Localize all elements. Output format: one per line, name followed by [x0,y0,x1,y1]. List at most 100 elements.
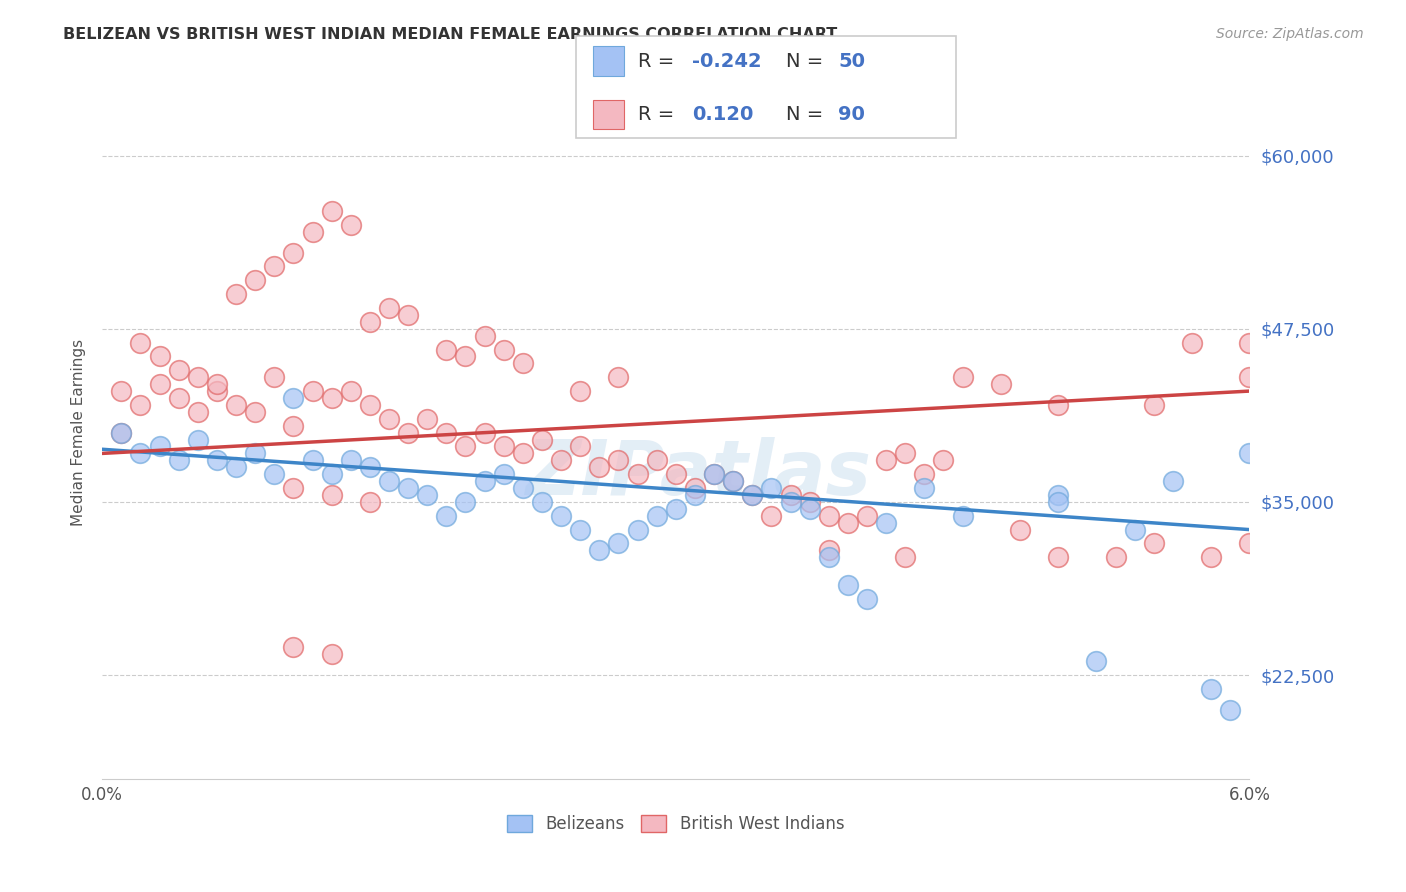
Point [588,460,610,475]
Point [187,433,209,447]
Point [110,425,132,440]
Point [932,453,955,467]
Point [243,446,266,460]
Point [339,384,361,398]
Point [1085,654,1108,668]
Point [187,370,209,384]
Point [703,467,725,482]
Point [301,384,323,398]
Point [817,508,839,523]
Point [894,446,917,460]
Point [454,350,477,364]
Point [396,425,419,440]
Point [321,488,343,502]
Point [626,467,648,482]
Point [416,488,439,502]
Point [779,488,801,502]
Point [703,467,725,482]
Text: R =: R = [638,105,681,124]
Point [626,523,648,537]
Point [129,446,152,460]
Point [339,453,361,467]
Point [837,516,859,530]
Point [1199,550,1222,565]
Point [665,501,688,516]
Text: N =: N = [786,105,830,124]
Point [129,335,152,350]
Point [1239,536,1261,550]
Point [512,481,534,495]
Point [683,488,706,502]
Point [779,495,801,509]
Legend: Belizeans, British West Indians: Belizeans, British West Indians [508,814,845,833]
Point [1047,550,1070,565]
Point [1334,523,1357,537]
Point [205,377,228,392]
Point [875,516,897,530]
Point [225,398,247,412]
Point [550,453,572,467]
Point [721,474,744,488]
Point [283,418,305,433]
Point [645,453,668,467]
Point [110,384,132,398]
Text: Source: ZipAtlas.com: Source: ZipAtlas.com [1216,27,1364,41]
Point [243,273,266,287]
Point [225,460,247,475]
Point [167,363,190,377]
Text: ZIPatlas: ZIPatlas [526,437,872,511]
Point [283,245,305,260]
Point [1199,681,1222,696]
Point [569,523,592,537]
Point [741,488,763,502]
Point [378,474,401,488]
Text: -0.242: -0.242 [692,52,762,70]
Point [761,508,783,523]
Point [454,440,477,454]
Point [187,405,209,419]
Point [912,481,935,495]
Text: 90: 90 [838,105,865,124]
Point [454,495,477,509]
Point [1219,703,1241,717]
Point [530,433,553,447]
Point [434,343,457,357]
Point [1181,335,1204,350]
Text: R =: R = [638,52,681,70]
Point [263,370,285,384]
Point [761,481,783,495]
Point [359,315,381,329]
Point [359,460,381,475]
Point [1104,550,1126,565]
Point [205,453,228,467]
Y-axis label: Median Female Earnings: Median Female Earnings [72,339,86,526]
Point [396,481,419,495]
Point [396,308,419,322]
Point [1239,370,1261,384]
Point [1123,523,1146,537]
Point [434,425,457,440]
Point [550,508,572,523]
Text: 0.120: 0.120 [692,105,754,124]
Point [301,225,323,239]
Point [607,453,630,467]
Point [837,578,859,592]
Text: BELIZEAN VS BRITISH WEST INDIAN MEDIAN FEMALE EARNINGS CORRELATION CHART: BELIZEAN VS BRITISH WEST INDIAN MEDIAN F… [63,27,838,42]
Point [359,398,381,412]
Point [856,508,879,523]
Point [512,356,534,370]
Point [1047,488,1070,502]
Point [301,453,323,467]
Point [569,440,592,454]
Point [283,391,305,405]
Point [148,440,170,454]
Point [359,495,381,509]
Point [243,405,266,419]
Point [875,453,897,467]
Point [474,328,496,343]
Point [1239,335,1261,350]
Point [474,425,496,440]
Point [148,377,170,392]
Point [1008,523,1031,537]
Point [283,481,305,495]
